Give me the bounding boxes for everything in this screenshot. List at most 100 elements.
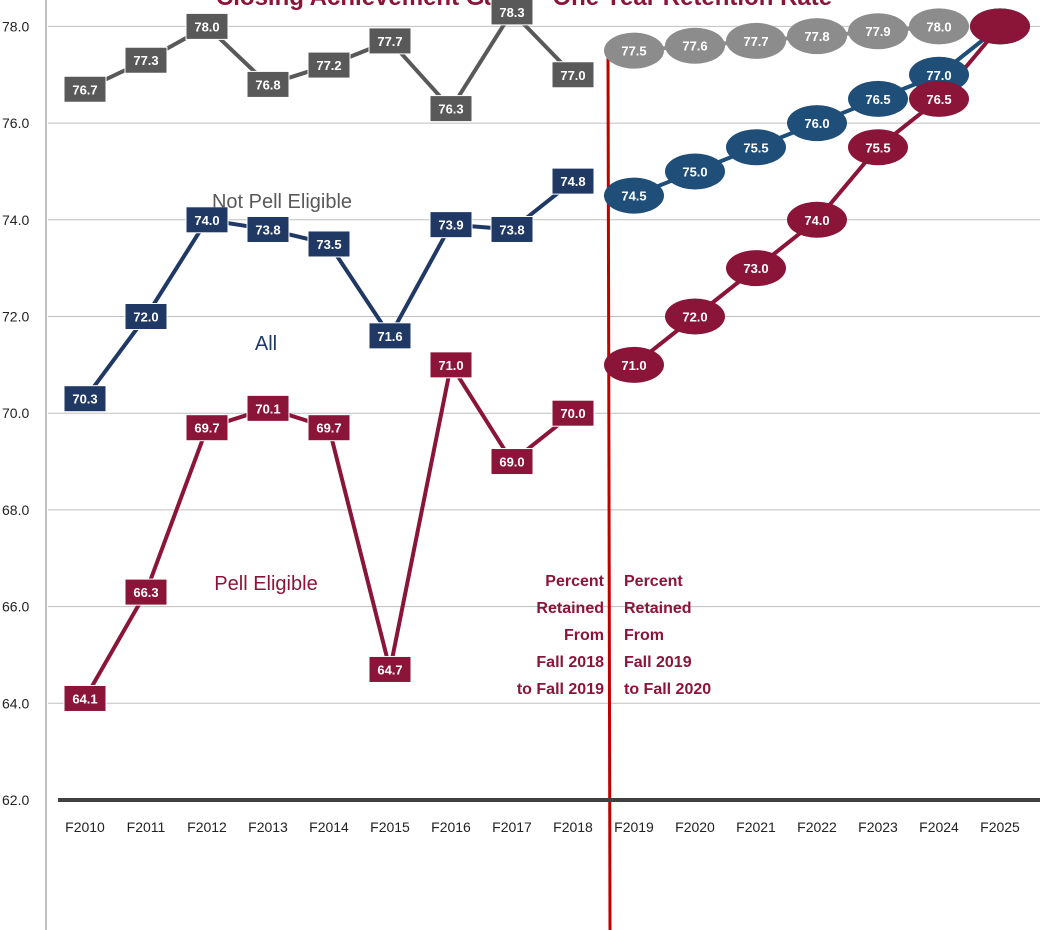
x-tick-label: F2023 (858, 819, 898, 835)
series-markers: 76.7 77.3 78.0 76.8 77.2 77.7 76.3 78.3 77.0 77.5… (63, 0, 1030, 712)
not-pell-data-label: 77.3 (133, 53, 158, 68)
note-left-line: From (564, 627, 604, 644)
x-tick-label: F2020 (675, 819, 715, 835)
pell-projected-marker (787, 201, 847, 238)
pell-data-label: 69.0 (499, 455, 524, 470)
pell-marker (490, 448, 534, 476)
not-pell-data-label: 77.7 (377, 34, 402, 49)
not-pell-data-label: 78.0 (194, 19, 219, 34)
not-pell-projected-data-label: 77.8 (804, 29, 829, 44)
not-pell-data-label: 76.7 (72, 82, 97, 97)
y-tick-label: 74.0 (2, 212, 29, 228)
all-projected-data-label: 76.0 (804, 116, 829, 131)
all-actual-line (83, 179, 575, 400)
not-pell-projected-marker (726, 22, 786, 59)
all-data-label: 70.3 (72, 392, 97, 407)
pell-data-label: 70.1 (255, 401, 280, 416)
x-tick-label: F2024 (919, 819, 959, 835)
x-tick-label: F2022 (797, 819, 837, 835)
not-pell-marker (185, 12, 229, 40)
x-tick-label: F2019 (614, 819, 654, 835)
note-left-line: Fall 2018 (536, 654, 604, 671)
pell-marker (63, 684, 107, 712)
pell-data-label: 64.1 (72, 691, 97, 706)
all-data-label: 74.0 (194, 213, 219, 228)
all-marker (490, 215, 534, 243)
all-projected-data-label: 77.0 (926, 68, 951, 83)
not-pell-marker (63, 75, 107, 103)
all-projected-marker (787, 105, 847, 142)
y-tick-label: 62.0 (2, 792, 29, 808)
all-marker (63, 385, 107, 413)
not-pell-projected-data-label: 77.7 (743, 34, 768, 49)
x-tick-label: F2021 (736, 819, 776, 835)
pell-projected-marker (909, 80, 969, 117)
x-tick-label: F2018 (553, 819, 593, 835)
not-pell-projected-marker (909, 8, 969, 45)
x-axis: F2010 F2011 F2012 F2013 F2014 F2015 F2016 F2017… (58, 798, 1040, 835)
all-projected-data-label: 76.5 (865, 92, 890, 107)
pell-data-label: 69.7 (316, 421, 341, 436)
note-left-line: to Fall 2019 (517, 681, 604, 698)
pell-data-label: 64.7 (377, 662, 402, 677)
pell-projected-data-label: 76.5 (926, 92, 951, 107)
pell-marker (551, 399, 595, 427)
x-tick-label: F2012 (187, 819, 227, 835)
y-tick-label: 64.0 (2, 695, 29, 711)
y-tick-label: 70.0 (2, 405, 29, 421)
not-pell-projected-data-label: 77.9 (865, 24, 890, 39)
all-projected-marker (726, 129, 786, 166)
all-marker (124, 303, 168, 330)
all-projected-marker (604, 177, 664, 214)
pell-projected-data-label: 72.0 (682, 310, 707, 325)
series-names: Not Pell Eligible All Pell Eligible (212, 191, 352, 595)
note-right-line: Retained (624, 600, 692, 617)
all-marker (551, 167, 595, 195)
all-projected-data-label: 75.0 (682, 164, 707, 179)
pell-projected-data-label: 75.5 (865, 140, 890, 155)
all-data-label: 73.8 (255, 222, 280, 237)
not-pell-marker (429, 95, 473, 123)
pell-marker (368, 655, 412, 683)
not-pell-projected-marker (604, 32, 664, 69)
y-axis: 62.064.066.068.070.072.074.076.078.080.0 (2, 18, 29, 808)
series-name-not-pell: Not Pell Eligible (212, 191, 352, 213)
series-lines (83, 9, 1002, 700)
pell-projected-data-label: 71.0 (621, 358, 646, 373)
all-marker (246, 215, 290, 243)
x-tick-label: F2016 (431, 819, 471, 835)
pell-marker (185, 414, 229, 442)
note-left-line: Percent (545, 573, 604, 590)
divider-line (606, 45, 612, 930)
y-tick-label: 78.0 (2, 18, 29, 34)
pell-projected-marker (726, 250, 786, 287)
x-tick-label: F2013 (248, 819, 288, 835)
all-marker (429, 211, 473, 239)
y-tick-label: 76.0 (2, 115, 29, 131)
not-pell-projected-marker (665, 27, 725, 64)
all-data-label: 74.8 (560, 174, 585, 189)
not-pell-projected-data-label: 77.5 (621, 44, 646, 59)
all-marker (368, 322, 412, 350)
pell-marker (124, 578, 168, 606)
x-tick-label: F2014 (309, 819, 349, 835)
pell-marker (246, 394, 290, 422)
not-pell-marker (368, 27, 412, 55)
not-pell-data-label: 77.0 (560, 68, 585, 83)
pell-data-label: 66.3 (133, 585, 158, 600)
all-data-label: 71.6 (377, 329, 402, 344)
not-pell-data-label: 76.8 (255, 77, 280, 92)
pell-projected-marker (848, 129, 908, 166)
note-right-line: to Fall 2020 (624, 681, 711, 698)
note-right-line: Percent (624, 573, 683, 590)
pell-projected-data-label: 74.0 (804, 213, 829, 228)
pell-data-label: 70.0 (560, 406, 585, 421)
pell-marker (307, 414, 351, 442)
not-pell-projected-data-label: 77.6 (682, 39, 707, 54)
all-projected-data-label: 74.5 (621, 189, 646, 204)
all-data-label: 73.5 (316, 237, 341, 252)
not-pell-marker (307, 51, 351, 79)
series-name-all: All (255, 333, 277, 355)
all-projected-marker (848, 80, 908, 117)
